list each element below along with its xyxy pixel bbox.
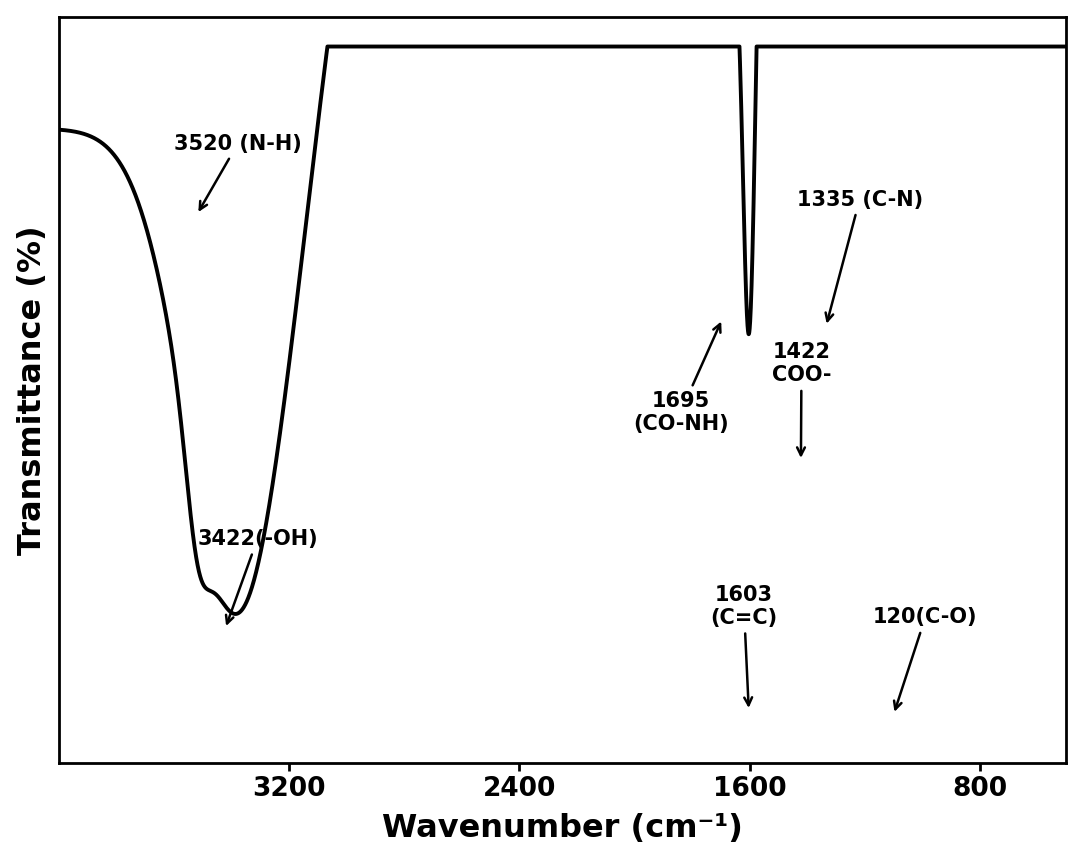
Text: 120(C-O): 120(C-O) bbox=[873, 608, 978, 709]
Text: 1422
COO-: 1422 COO- bbox=[772, 342, 832, 455]
Text: 1695
(CO-NH): 1695 (CO-NH) bbox=[632, 324, 729, 434]
Text: 3520 (N-H): 3520 (N-H) bbox=[174, 133, 302, 209]
Text: 1335 (C-N): 1335 (C-N) bbox=[797, 189, 923, 321]
Text: 3422(-OH): 3422(-OH) bbox=[197, 530, 317, 623]
Y-axis label: Transmittance (%): Transmittance (%) bbox=[16, 225, 48, 554]
Text: 1603
(C=C): 1603 (C=C) bbox=[710, 585, 778, 705]
X-axis label: Wavenumber (cm⁻¹): Wavenumber (cm⁻¹) bbox=[382, 814, 743, 845]
